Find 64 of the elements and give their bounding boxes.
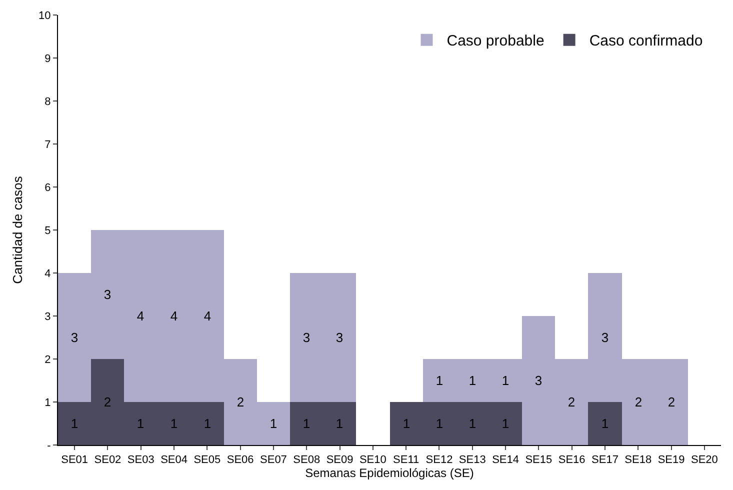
x-tick-label: SE11 (393, 454, 420, 466)
data-label: 4 (204, 308, 212, 324)
x-tick-label: SE16 (558, 454, 586, 466)
y-tick-label: 6 (44, 182, 51, 194)
data-label: 3 (302, 330, 310, 345)
x-tick-label: SE05 (194, 454, 221, 466)
y-tick-label: 1 (44, 396, 51, 409)
data-label: 3 (336, 330, 344, 345)
data-label: 1 (170, 416, 178, 431)
legend-label: Caso confirmado (589, 32, 703, 50)
x-tick-label: SE19 (658, 454, 685, 466)
y-tick-label: - (47, 440, 52, 452)
data-label: 1 (336, 416, 344, 431)
x-tick-label: SE10 (359, 454, 386, 466)
data-label: 1 (70, 416, 78, 431)
x-tick-label: SE17 (592, 454, 618, 466)
x-tick-label: SE14 (492, 454, 519, 466)
x-tick-label: SE04 (160, 454, 188, 466)
data-label: 3 (601, 330, 609, 345)
y-tick-label: 4 (44, 268, 51, 280)
x-tick-label: SE02 (94, 454, 122, 466)
x-tick-label: SE12 (426, 454, 453, 466)
data-label: 2 (668, 394, 676, 410)
x-tick-label: SE09 (326, 454, 354, 466)
data-label: 1 (468, 416, 476, 431)
y-tick-label: 3 (44, 310, 51, 323)
data-label: 1 (402, 416, 410, 431)
data-label: 1 (136, 416, 144, 431)
data-label: 4 (170, 308, 178, 324)
data-label: 1 (436, 416, 444, 431)
data-label: 3 (104, 287, 112, 302)
x-tick-label: SE06 (226, 454, 254, 466)
y-tick-label: 9 (44, 52, 51, 65)
x-tick-label: SE03 (127, 454, 154, 466)
y-tick-label: 7 (44, 138, 51, 151)
y-tick-label: 10 (38, 10, 51, 22)
data-label: 1 (302, 416, 310, 431)
data-label: 1 (270, 416, 278, 431)
data-label: 3 (70, 330, 78, 345)
x-tick-label: SE18 (624, 454, 652, 466)
data-label: 1 (204, 416, 212, 431)
x-tick-label: SE01 (61, 454, 88, 466)
y-axis-title: Cantidad de casos (10, 176, 25, 284)
data-label: 3 (534, 373, 542, 388)
data-label: 1 (601, 416, 609, 431)
x-tick-label: SE07 (260, 454, 287, 466)
y-tick-label: 2 (44, 354, 51, 366)
data-label: 2 (634, 394, 642, 410)
data-label: 1 (468, 373, 476, 388)
legend-label: Caso probable (446, 32, 544, 50)
x-tick-label: SE20 (690, 454, 718, 466)
x-tick-label: SE08 (293, 454, 320, 466)
x-axis-title: Semanas Epidemiológicas (SE) (305, 466, 474, 480)
data-label: 1 (502, 373, 510, 388)
data-label: 1 (436, 373, 444, 388)
data-label: 2 (568, 394, 576, 410)
data-label: 4 (136, 308, 144, 324)
y-tick-label: 5 (44, 224, 51, 237)
data-label: 1 (502, 416, 510, 431)
data-label: 2 (104, 394, 112, 410)
x-tick-label: SE13 (458, 454, 486, 466)
data-label: 2 (236, 394, 244, 410)
x-tick-label: SE15 (525, 454, 552, 466)
y-tick-label: 8 (44, 96, 51, 108)
